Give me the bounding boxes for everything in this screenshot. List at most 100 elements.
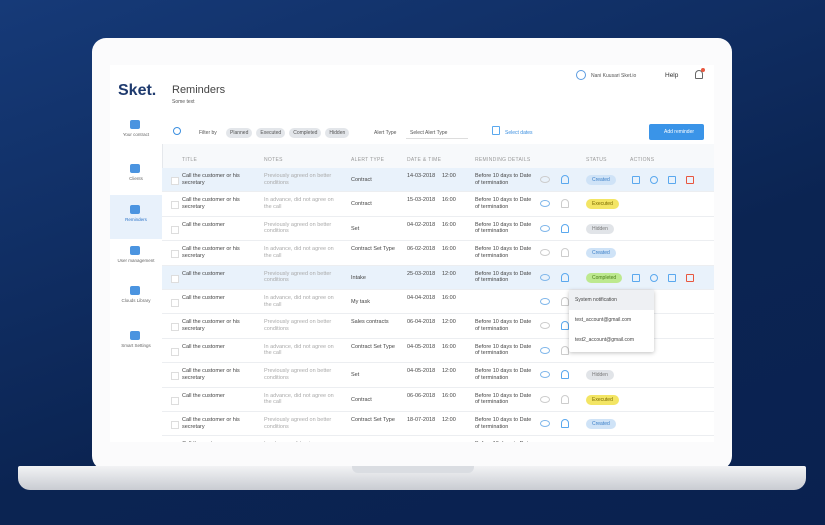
cell-time: 16:00: [442, 246, 456, 253]
bell-icon[interactable]: [561, 419, 569, 428]
cell-time: 16:00: [442, 197, 456, 204]
action-icon[interactable]: [668, 176, 676, 184]
eye-icon[interactable]: [540, 395, 550, 403]
cell-alert: Contract: [351, 177, 372, 183]
column-header: TITLE: [182, 157, 198, 163]
cell-notes: In advance, did not agree on the call: [264, 392, 334, 406]
bell-icon[interactable]: [561, 345, 569, 355]
cell-details: Before 10 days to Date of termination: [475, 392, 532, 406]
table-header: TITLE NOTES ALERT TYPE DATE & TIME REMINDING…: [162, 153, 714, 167]
action-icon[interactable]: [686, 273, 694, 282]
filter-chip[interactable]: Hidden: [325, 128, 350, 138]
select-dates[interactable]: Select dates: [505, 130, 533, 136]
eye-icon[interactable]: [540, 249, 550, 257]
nav-item[interactable]: Clients: [129, 176, 143, 181]
dropdown-item[interactable]: test2_account@gmail.com: [575, 337, 634, 343]
help-link[interactable]: Help: [665, 72, 679, 79]
cell-date: 06-02-2018: [407, 246, 436, 253]
eye-icon[interactable]: [540, 200, 550, 208]
bell-icon[interactable]: [695, 70, 703, 79]
filter-chip[interactable]: Executed: [256, 128, 286, 138]
eye-icon[interactable]: [540, 420, 550, 427]
calendar-icon[interactable]: [492, 126, 500, 135]
table-row[interactable]: Call the customer In advance, did not agr…: [162, 387, 714, 412]
cell-notes: Previously agreed on better conditions: [264, 173, 332, 186]
add-button[interactable]: Add reminder: [649, 124, 704, 140]
filter-chip[interactable]: Planned: [226, 128, 253, 138]
nav-icon[interactable]: [130, 246, 140, 255]
nav-item[interactable]: User management: [117, 258, 155, 263]
action-icon[interactable]: [650, 176, 658, 184]
add-button-text: Add reminder: [664, 129, 695, 135]
action-icon[interactable]: [686, 176, 694, 184]
table-row[interactable]: Call the customer or his secretary Previo…: [162, 168, 714, 193]
bell-icon[interactable]: [561, 394, 569, 404]
nav-icon[interactable]: [130, 164, 140, 173]
dropdown-item[interactable]: test_account@gmail.com: [575, 317, 632, 323]
bell-icon[interactable]: [561, 223, 569, 233]
user-icon[interactable]: [576, 70, 586, 80]
table-row[interactable]: Call the customer In advance, did not agr…: [162, 436, 714, 442]
cell-title: Call the customer: [182, 221, 225, 228]
action-icon[interactable]: [632, 273, 640, 282]
nav-item[interactable]: Reminders: [125, 217, 147, 222]
eye-icon[interactable]: [540, 224, 550, 232]
row-checkbox: [171, 201, 179, 210]
user-name[interactable]: Nani Kuusari Sket.io: [591, 73, 637, 79]
cell-date: 06-06-2018: [407, 392, 436, 399]
cell-time: 12:00: [442, 319, 456, 326]
row-checkbox: [171, 299, 179, 307]
cell-details: Before 10 days to Date of termination: [475, 368, 532, 381]
table-row[interactable]: Call the customer Previously agreed on be…: [162, 216, 714, 242]
nav-item[interactable]: Smart Settings: [121, 343, 151, 348]
eye-icon[interactable]: [540, 322, 550, 330]
action-icon[interactable]: [650, 273, 658, 282]
table-row[interactable]: Call the customer or his secretary In adv…: [162, 192, 714, 217]
bell-icon[interactable]: [561, 272, 569, 282]
eye-icon[interactable]: [540, 371, 550, 379]
table-row[interactable]: Call the customer Previously agreed on be…: [162, 265, 714, 290]
cell-time: 16:00: [442, 221, 456, 228]
bell-icon[interactable]: [561, 370, 569, 380]
alert-select[interactable]: Select Alert Type: [406, 127, 468, 139]
nav-icon[interactable]: [130, 205, 140, 214]
eye-icon[interactable]: [540, 273, 550, 281]
nav-active: [110, 195, 162, 239]
page-title: Reminders: [172, 84, 226, 96]
nav-item[interactable]: Your contract: [122, 132, 150, 137]
nav-icon[interactable]: [130, 331, 140, 340]
filter-chip[interactable]: Completed: [289, 128, 322, 138]
search-icon[interactable]: [173, 127, 181, 135]
bell-icon[interactable]: [561, 321, 569, 331]
cell-notes: In advance, did not agree on the call: [264, 295, 334, 308]
cell-alert: Contract Set Type: [351, 417, 395, 423]
table-row[interactable]: Call the customer or his secretary Previo…: [162, 363, 714, 388]
bell-icon[interactable]: [561, 297, 569, 306]
dropdown-item[interactable]: System notification: [575, 297, 617, 303]
cell-date: 04-05-2018: [407, 343, 436, 350]
table-row[interactable]: Call the customer or his secretary In adv…: [162, 241, 714, 266]
table-row[interactable]: Call the customer or his secretary Previo…: [162, 412, 714, 437]
action-icon[interactable]: [632, 176, 640, 184]
cell-alert: My task: [351, 299, 370, 305]
eye-icon[interactable]: [540, 176, 550, 183]
screen: Sket. Reminders Some text Nani Kuusari S…: [110, 65, 714, 442]
cell-alert: Intake: [351, 274, 366, 281]
cell-time: 12:00: [442, 368, 456, 375]
nav-item[interactable]: Clouds Library: [121, 298, 151, 303]
eye-icon[interactable]: [540, 346, 550, 354]
nav-icon[interactable]: [130, 286, 140, 295]
alert-label: Alert Type: [374, 130, 397, 136]
cell-title: Call the customer or his secretary: [182, 173, 240, 186]
cell-details: Before 10 days to Date of termination: [475, 343, 532, 357]
bell-icon[interactable]: [561, 175, 569, 184]
nav-icon[interactable]: [130, 120, 140, 129]
cell-date: 18-07-2018: [407, 417, 436, 423]
notification-dropdown: System notification test_account@gmail.co…: [569, 290, 654, 352]
bell-icon[interactable]: [561, 248, 569, 258]
logo: Sket.: [118, 82, 157, 99]
eye-icon[interactable]: [540, 298, 550, 305]
status-badge: Created: [586, 175, 616, 185]
action-icon[interactable]: [668, 273, 676, 282]
bell-icon[interactable]: [561, 199, 569, 209]
